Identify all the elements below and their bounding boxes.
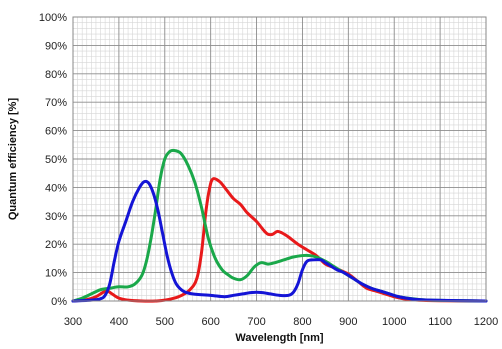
x-tick-label: 600 (201, 316, 219, 328)
y-axis-title: Quantum efficiency [%] (7, 98, 19, 221)
x-tick-label: 300 (64, 316, 82, 328)
x-tick-label: 400 (110, 316, 128, 328)
series-line-3 (71, 179, 488, 303)
y-tick-label: 10% (45, 268, 67, 280)
x-tick-label: 1200 (474, 316, 498, 328)
x-axis-title: Wavelength [nm] (235, 332, 324, 344)
y-tick-label: 60% (45, 126, 67, 138)
x-tick-label: 900 (339, 316, 357, 328)
y-tick-label: 90% (45, 40, 67, 52)
x-axis-tick-labels: 300 400 500 600 700 800 900 1000 1100 1200 (64, 316, 498, 328)
x-tick-label: 800 (293, 316, 311, 328)
y-tick-label: 80% (45, 69, 67, 81)
y-tick-label: 70% (45, 97, 67, 109)
plot-frame (72, 16, 487, 302)
x-tick-label: 1100 (428, 316, 452, 328)
y-tick-label: 40% (45, 182, 67, 194)
y-tick-label: 0% (51, 296, 67, 308)
y-tick-label: 50% (45, 154, 67, 166)
y-tick-label: 20% (45, 239, 67, 251)
x-tick-label: 500 (156, 316, 174, 328)
x-tick-label: 700 (247, 316, 265, 328)
y-axis-tick-labels: 0% 10% 20% 30% 40% 50% 60% 70% 80% 90% 100% (39, 12, 67, 308)
x-tick-label: 1000 (382, 316, 406, 328)
y-tick-label: 30% (45, 211, 67, 223)
y-tick-label: 100% (39, 12, 67, 24)
